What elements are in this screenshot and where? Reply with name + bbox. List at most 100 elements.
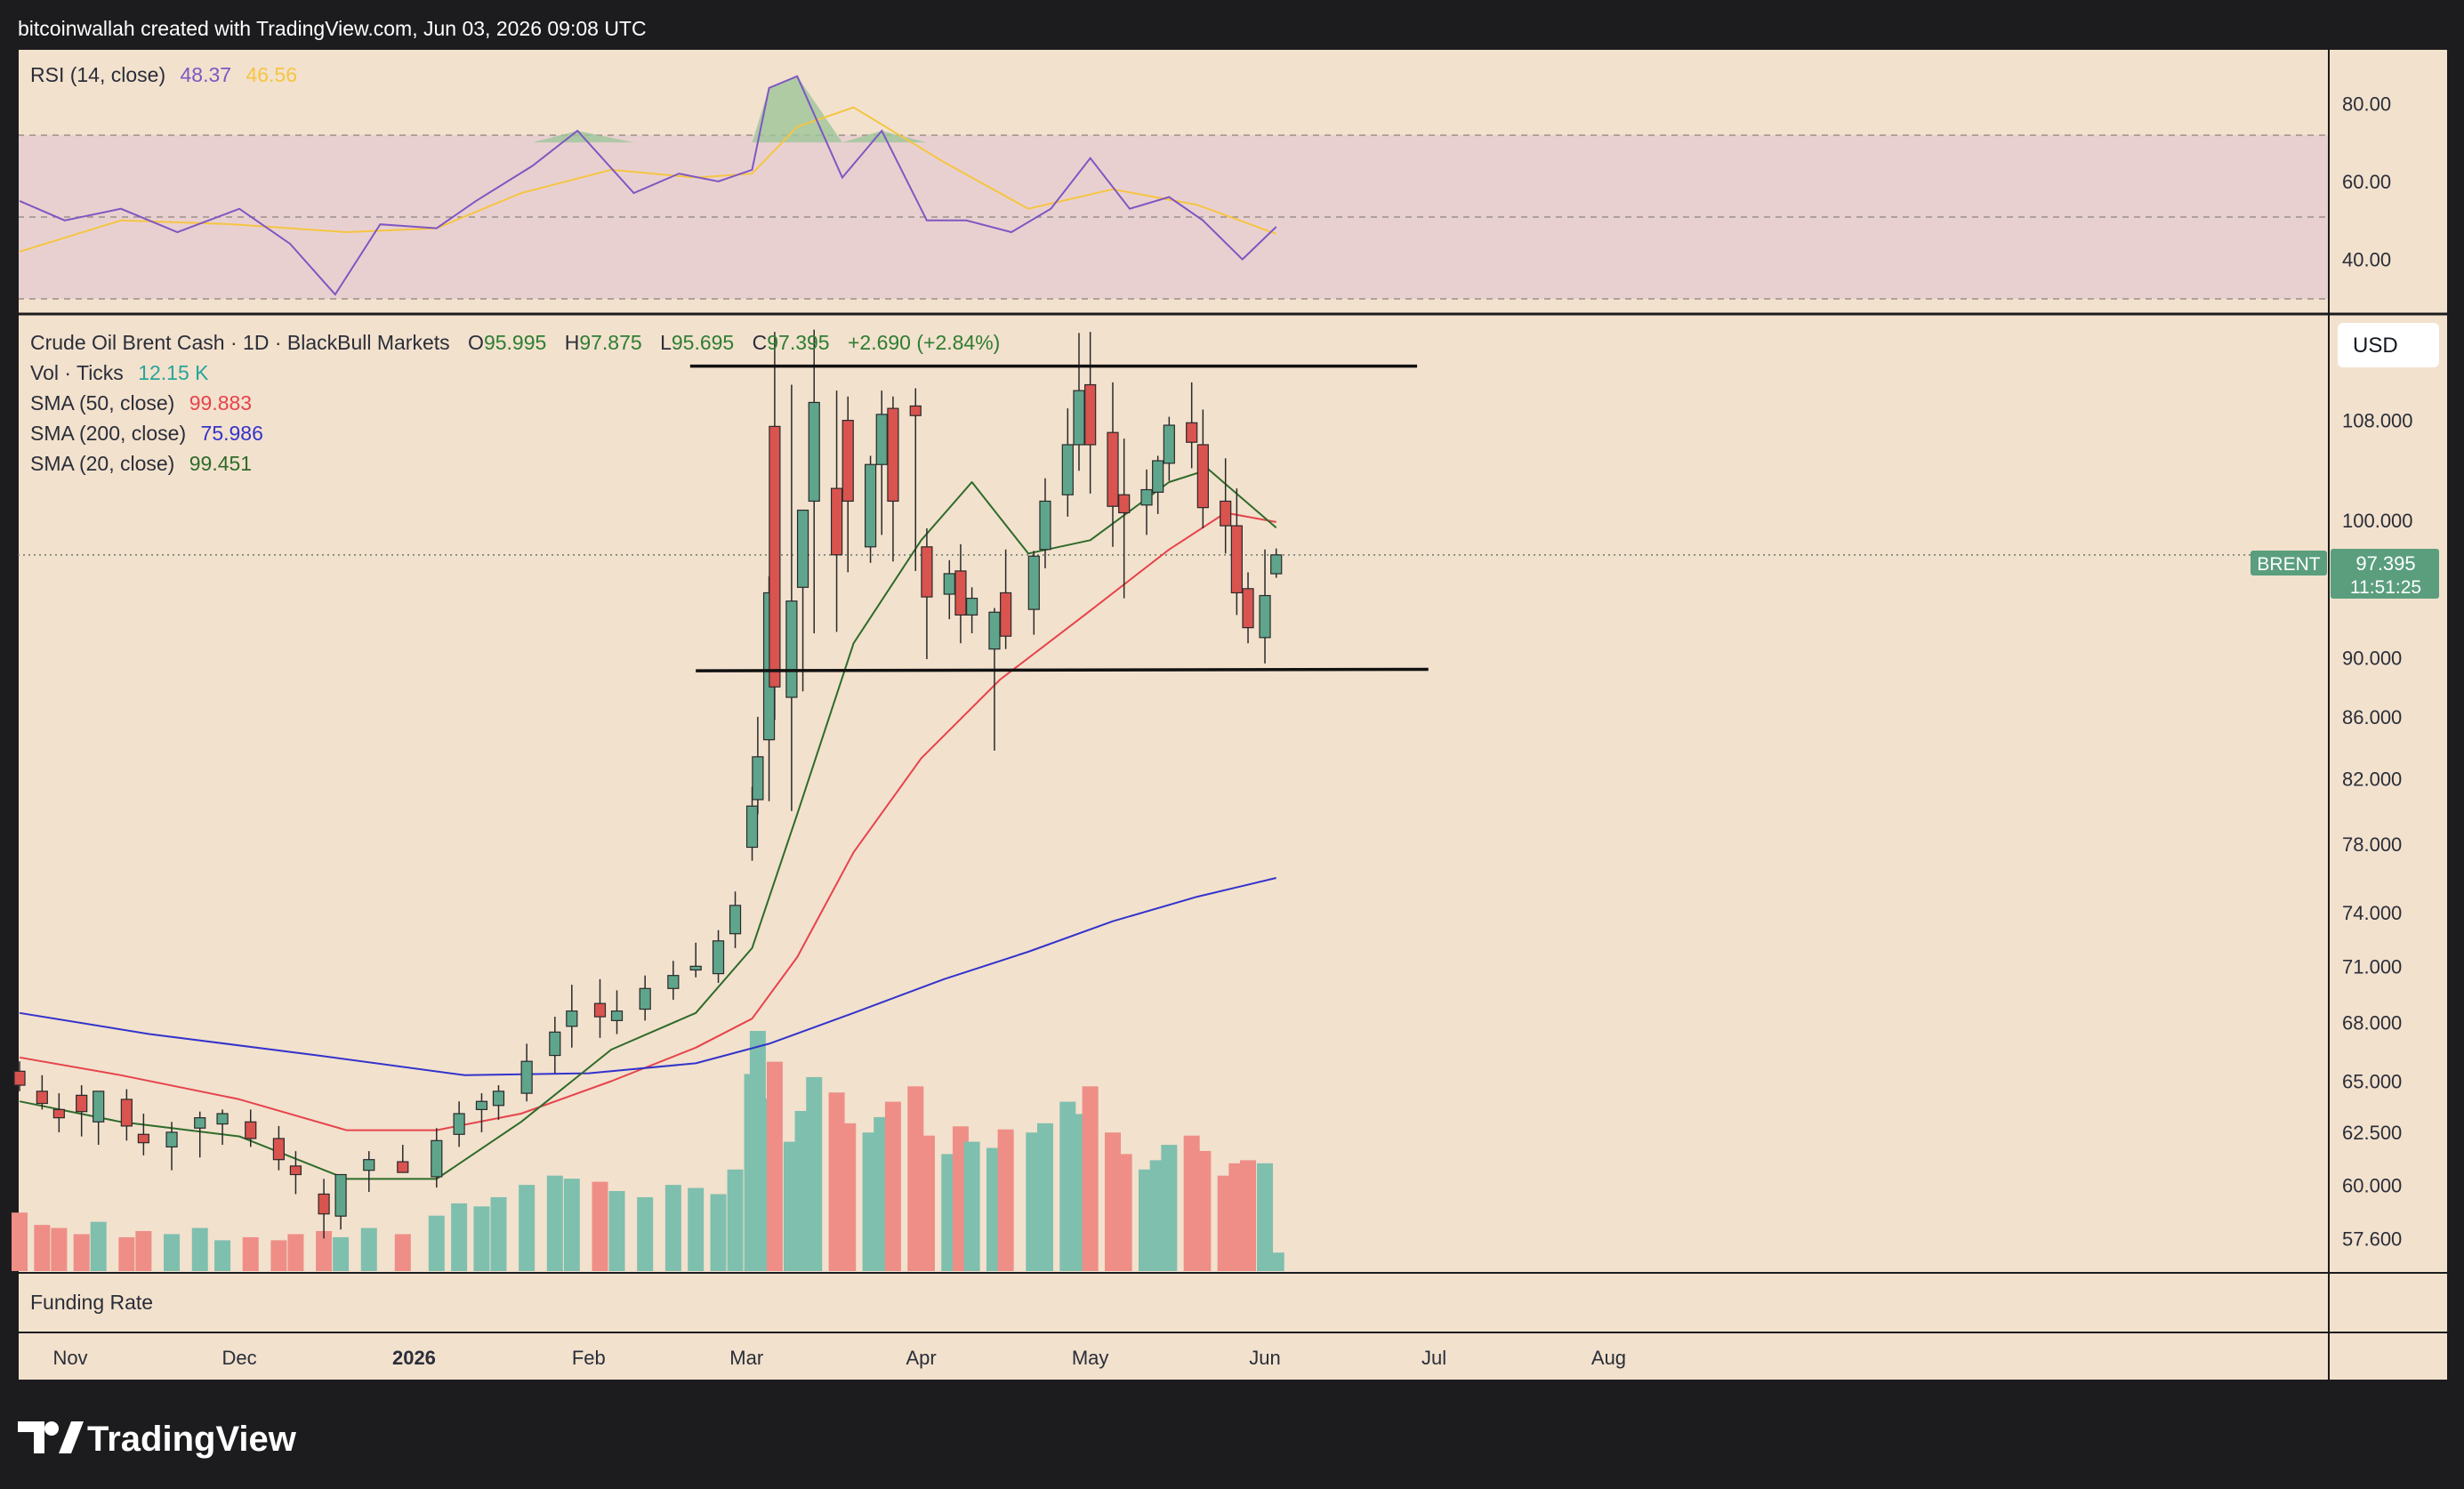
price-tag-countdown: 11:51:25 (2350, 577, 2421, 598)
main-legend-ohlc[interactable]: Crude Oil Brent Cash · 1D · BlackBull Ma… (30, 331, 1000, 354)
volume-bar (1115, 1154, 1132, 1271)
volume-bar (608, 1191, 625, 1271)
rsi-legend[interactable]: RSI (14, close) 48.37 46.56 (30, 63, 297, 86)
candle (52, 1093, 65, 1132)
sma200-legend-value: 75.986 (201, 422, 263, 445)
candle (921, 528, 933, 660)
volume-bar (12, 1212, 28, 1271)
time-tick-label: Jul (1421, 1347, 1446, 1369)
candle-body (729, 905, 742, 935)
sma200-line (19, 877, 1276, 1076)
candle (1270, 548, 1283, 578)
volume-bar (51, 1227, 68, 1271)
candle-body (165, 1131, 178, 1148)
candle-body (796, 509, 809, 588)
candle-body (52, 1108, 65, 1119)
candle (120, 1089, 133, 1141)
candle-body (1027, 555, 1040, 610)
candle (639, 975, 651, 1021)
candle (397, 1145, 409, 1173)
rsi-plot[interactable] (19, 75, 1277, 296)
volume-bar (270, 1240, 287, 1271)
candle (875, 390, 888, 535)
time-tick-label: Dec (222, 1347, 257, 1369)
candle (1061, 408, 1074, 517)
candle (363, 1151, 375, 1192)
volume-bar (806, 1076, 823, 1271)
brand-name: TradingView (87, 1420, 297, 1459)
candle-body (272, 1138, 286, 1161)
price-plot[interactable] (12, 329, 2329, 1271)
rsi-tick-label: 60.00 (2342, 171, 2391, 193)
candle-body (966, 598, 978, 616)
volume-bar (546, 1175, 563, 1271)
candle-body (745, 805, 759, 849)
volume-bar (963, 1141, 980, 1271)
candle-body (712, 940, 725, 975)
sma50-legend[interactable]: SMA (50, close) 99.883 (30, 391, 252, 415)
candle (1186, 382, 1198, 469)
support-trendline[interactable] (696, 667, 1429, 672)
candle (610, 990, 624, 1034)
candle-body (453, 1113, 465, 1135)
tradingview-logo-icon (18, 1421, 84, 1453)
volume-bar (1082, 1086, 1099, 1271)
volume-bar (997, 1129, 1014, 1271)
candle-body (334, 1173, 347, 1217)
sma20-legend-value: 99.451 (189, 452, 252, 475)
candle (492, 1085, 505, 1120)
sma20-legend-label: SMA (20, close) (30, 452, 174, 475)
candle-body (1259, 594, 1271, 639)
candle-body (610, 1010, 624, 1021)
candle (1073, 333, 1085, 471)
time-axis[interactable]: Nov Dec 2026 Feb Mar Apr May Jun Jul Aug (52, 1347, 1626, 1369)
candle (165, 1122, 178, 1171)
candle (667, 961, 680, 1000)
candle (830, 390, 843, 632)
price-tick-label: 100.000 (2342, 510, 2413, 532)
candle-body (318, 1193, 330, 1215)
volume-bar (34, 1225, 51, 1271)
candle (1152, 455, 1164, 514)
candle-body (431, 1139, 443, 1178)
price-tick-label: 65.000 (2342, 1071, 2402, 1093)
close-value: 97.395 (767, 331, 829, 354)
sma20-legend[interactable]: SMA (20, close) 99.451 (30, 452, 252, 475)
symbol-description: Crude Oil Brent Cash · 1D · BlackBull Ma… (30, 331, 450, 354)
candle-body (475, 1100, 488, 1111)
candle-body (289, 1165, 302, 1176)
volume-bar (1036, 1123, 1053, 1271)
candle (1000, 549, 1012, 649)
candle-body (943, 573, 955, 595)
candle-body (639, 987, 651, 1010)
volume-bar (360, 1227, 377, 1271)
sma50-legend-value: 99.883 (189, 391, 252, 415)
candle (549, 1017, 561, 1074)
rsi-legend-ma-value: 46.56 (246, 63, 297, 86)
candle-body (194, 1117, 206, 1129)
moving-averages (19, 468, 1277, 1180)
volume-bar (316, 1231, 333, 1271)
candle (785, 384, 798, 811)
candle-body (1118, 494, 1131, 514)
candle (769, 332, 781, 720)
volume-legend[interactable]: Vol · Ticks 12.15 K (30, 361, 209, 384)
volume-bar (840, 1123, 857, 1271)
rsi-legend-name: RSI (14, close) (30, 63, 165, 86)
volume-bar (1161, 1145, 1178, 1271)
time-tick-label: May (1072, 1347, 1109, 1369)
candle-body (988, 611, 1001, 650)
candle-body (1270, 554, 1283, 575)
currency-button-background (2338, 323, 2439, 367)
price-tick-label: 82.000 (2342, 769, 2402, 791)
price-axis: 108.000 100.000 90.000 86.000 82.000 78.000 74… (2342, 410, 2413, 1251)
tradingview-logo[interactable]: TradingView (18, 1420, 297, 1459)
sma200-legend[interactable]: SMA (200, close) 75.986 (30, 422, 263, 445)
candle-body (137, 1133, 149, 1144)
candle-body (1152, 460, 1164, 493)
rsi-tick-label: 80.00 (2342, 93, 2391, 115)
time-tick-label: Aug (1591, 1347, 1626, 1369)
currency-button[interactable]: USD (2338, 323, 2439, 367)
candle-body (1196, 444, 1209, 509)
